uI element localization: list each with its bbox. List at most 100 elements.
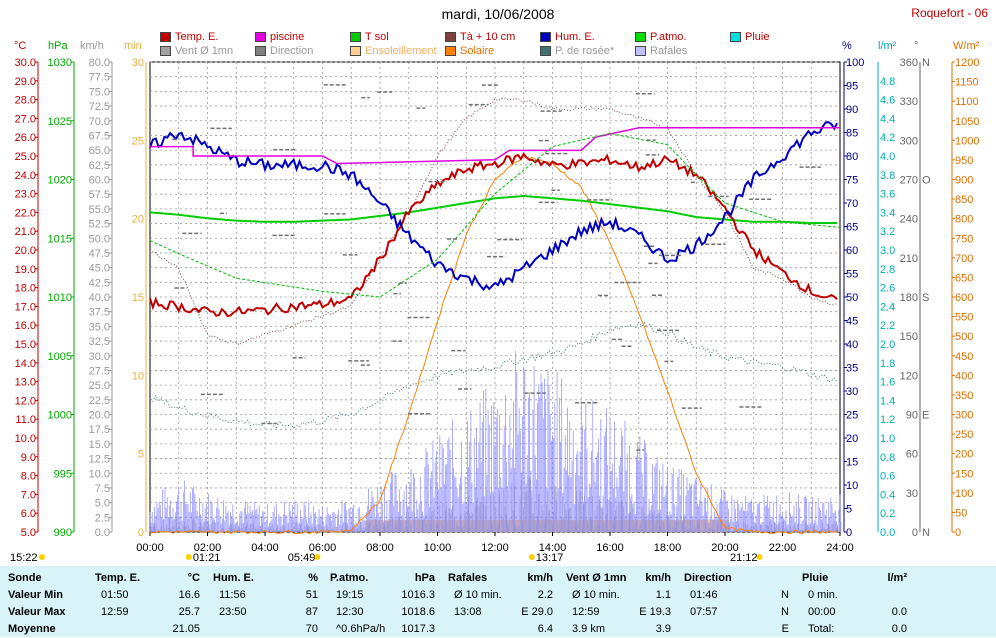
x-tick: 02:00 <box>194 542 222 554</box>
deg-axis-tick: N <box>922 57 930 69</box>
summary-time: 07:57 <box>690 606 718 618</box>
summary-row: 07:57 N <box>684 604 789 621</box>
temp-axis-tick: 13.0 <box>15 377 36 389</box>
legend-swatch <box>730 32 741 42</box>
lm2-axis-tick: 4.8 <box>880 76 895 88</box>
deg-axis-tick: 300 <box>900 135 918 147</box>
wm2-unit: W/m² <box>953 40 980 52</box>
summary-col: Hum. E.% 11:56 51 23:50 87 70 <box>213 570 318 638</box>
deg-axis-tick: 240 <box>900 214 918 226</box>
header-label: Rafales <box>448 572 488 584</box>
deg-axis-tick: 120 <box>900 370 918 382</box>
deg-axis-tick: 90 <box>906 410 918 422</box>
legend-swatch <box>255 32 266 42</box>
summary-header: Temp. E. °C <box>95 570 200 587</box>
hpa-unit: hPa <box>48 40 68 52</box>
header-label: Hum. E. <box>213 572 254 584</box>
temp-axis-tick: 28.0 <box>15 95 36 107</box>
lm2-unit: l/m² <box>878 40 897 52</box>
summary-time: Total: <box>808 623 835 635</box>
summary-value: 0.0 <box>891 623 907 635</box>
marker-dot <box>528 554 535 560</box>
header-label: P.atmo. <box>330 572 369 584</box>
kmh-axis-tick: 20.0 <box>89 410 110 422</box>
temp-axis-tick: 15.0 <box>15 339 36 351</box>
temp-axis-tick: 22.0 <box>15 207 36 219</box>
legend-swatch <box>445 32 456 42</box>
summary-row: 12:30 1018.6 <box>330 604 435 621</box>
summary-value: 1018.6 <box>401 606 435 618</box>
hpa-axis-tick: 1000 <box>48 410 72 422</box>
summary-time <box>448 623 454 635</box>
x-tick: 08:00 <box>366 542 394 554</box>
legend-item: Ensoleillement <box>350 45 437 57</box>
row-label-min: Valeur Min <box>8 589 64 601</box>
deg-axis-tick: 30 <box>906 488 918 500</box>
header-unit: km/h <box>527 572 553 584</box>
header-label: Pluie <box>802 572 829 584</box>
pct-axis-tick: 20 <box>846 433 858 445</box>
header-unit: hPa <box>414 572 435 584</box>
summary-row: E <box>684 621 789 638</box>
summary-row: 11:56 51 <box>213 587 318 604</box>
legend-item: Hum. E. <box>540 31 595 43</box>
temp-axis-tick: 10.0 <box>15 433 36 445</box>
summary-time: Ø 10 min. <box>454 589 502 601</box>
pct-axis-tick: 35 <box>846 363 858 375</box>
legend-item: Tà + 10 cm <box>445 31 515 43</box>
legend-swatch <box>540 46 551 56</box>
summary-row: 19:15 1016.3 <box>330 587 435 604</box>
legend-swatch <box>160 32 171 42</box>
wm2-axis-tick: 450 <box>955 351 973 363</box>
pct-axis-tick: 75 <box>846 175 858 187</box>
hpa-axis-tick: 1010 <box>48 292 72 304</box>
row-label-avg: Moyenne <box>8 623 56 635</box>
pct-axis-tick: 40 <box>846 339 858 351</box>
temp-axis-tick: 29.0 <box>15 76 36 88</box>
wm2-axis-tick: 1150 <box>955 77 979 89</box>
lm2-axis-tick: 1.0 <box>880 433 895 445</box>
lm2-axis-tick: 3.8 <box>880 170 895 182</box>
summary-col: Direction 01:46 N 07:57 N E <box>684 570 789 638</box>
solar-line <box>149 154 838 535</box>
pct-axis-tick: 55 <box>846 269 858 281</box>
legend-item: Direction <box>255 45 313 57</box>
header-label: Temp. E. <box>95 572 141 584</box>
summary-value: 6.4 <box>537 623 553 635</box>
summary-row: 12:59 E 19.3 <box>566 604 671 621</box>
pct-axis-tick: 15 <box>846 457 858 469</box>
time-t2: 13:17 <box>536 552 564 564</box>
summary-time: 01:46 <box>690 589 718 601</box>
wm2-axis-tick: 100 <box>955 488 973 500</box>
hpa-axis-tick: 1030 <box>48 57 72 69</box>
deg-axis-tick: 0 <box>912 527 918 539</box>
hpa-axis-tick: 1020 <box>48 175 72 187</box>
summary-panel: Sonde Valeur Min Valeur Max Moyenne Temp… <box>0 566 996 637</box>
temp-axis-tick: 14.0 <box>15 358 36 370</box>
sunrise-time: 05:49 <box>288 552 316 564</box>
summary-time: Ø 10 min. <box>572 589 620 601</box>
deg-axis-tick: E <box>922 410 929 422</box>
summary-time: 0 min. <box>808 589 838 601</box>
summary-value: E <box>781 623 789 635</box>
legend-swatch <box>540 32 551 42</box>
kmh-axis-tick: 57.5 <box>89 189 110 201</box>
kmh-axis-tick: 52.5 <box>89 219 110 231</box>
summary-time <box>684 623 690 635</box>
min-axis-tick: 10 <box>132 370 144 382</box>
summary-row: 01:46 N <box>684 587 789 604</box>
legend-item: Pluie <box>730 31 769 43</box>
wm2-axis-tick: 400 <box>955 370 973 382</box>
header-unit: % <box>308 572 318 584</box>
soil-line <box>149 132 841 298</box>
deg-axis-tick: 270 <box>900 175 918 187</box>
kmh-axis-tick: 75.0 <box>89 86 110 98</box>
deg-axis-tick: O <box>922 175 931 187</box>
summary-value: N <box>781 589 789 601</box>
temp-axis-tick: 9.0 <box>21 452 36 464</box>
wm2-axis-tick: 850 <box>955 194 973 206</box>
legend-swatch <box>160 46 171 56</box>
lm2-axis-tick: 1.8 <box>880 358 895 370</box>
min-axis-tick: 5 <box>138 449 144 461</box>
row-label-max: Valeur Max <box>8 606 66 618</box>
